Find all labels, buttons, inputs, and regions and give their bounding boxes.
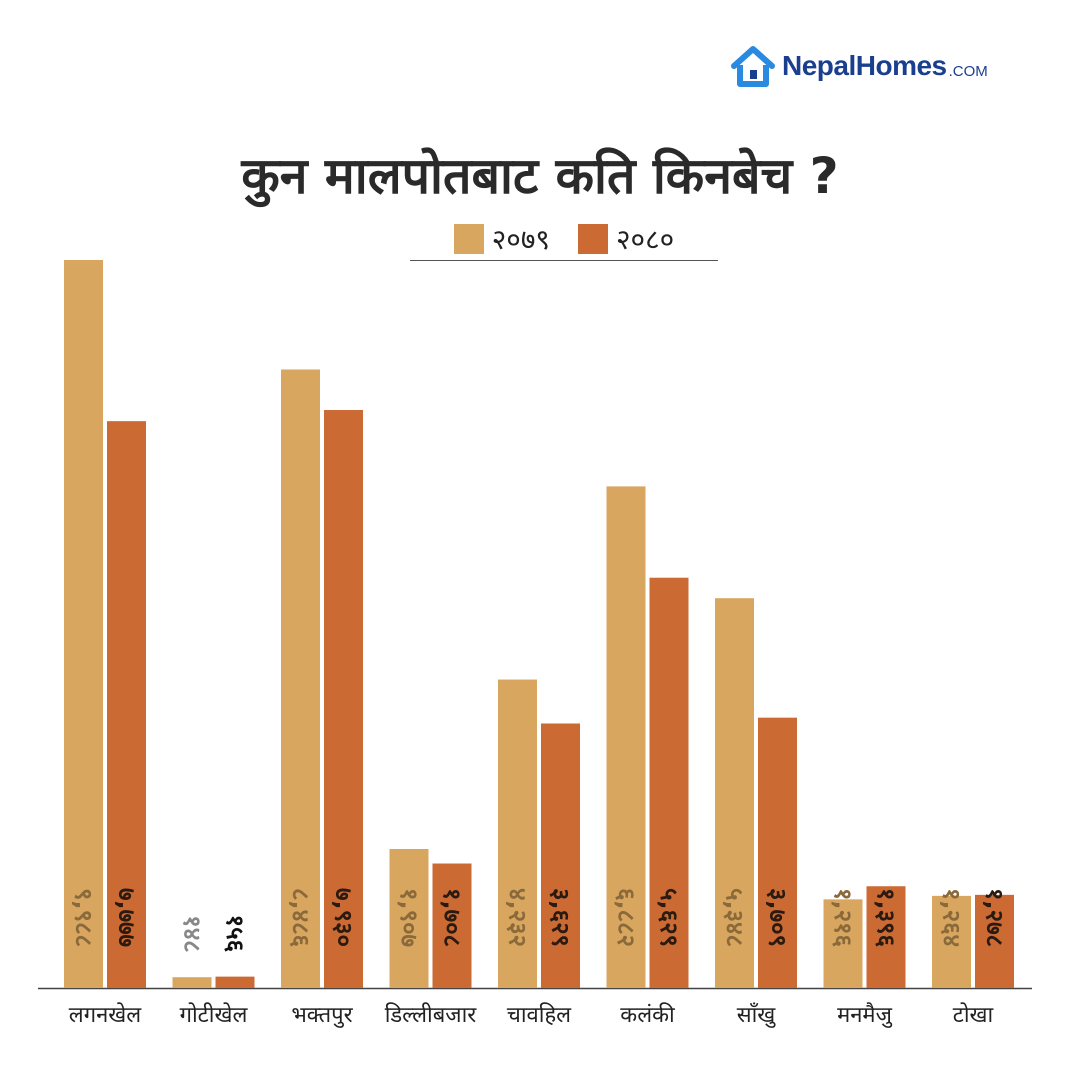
house-icon [731,46,775,87]
category-label-1: गोटीखेल [180,1002,249,1028]
category-label-7: मनमैजु [837,1002,893,1028]
bar-value-label-2079-8: १,२६४ [938,888,966,947]
bar-2080-2 [324,410,363,988]
bar-2079-8 [932,895,971,988]
bar-2079-7 [823,899,863,988]
category-label-0: लगनखेल [69,1002,143,1028]
bar-2080-3 [432,863,472,988]
bar-2079-6 [715,598,754,988]
legend-entry-2080: २०८० [578,220,674,258]
bar-2079-5 [606,486,646,988]
bar-value-label-2079-4: ४,२३२ [504,888,532,947]
bar-value-label-2080-6: ३,७०९ [764,888,792,947]
brand-logo: NepalHomes .COM [730,44,988,88]
bar-value-label-2079-7: १,२१६ [829,888,857,947]
brand-suffix: .COM [948,62,988,80]
bar-value-label-2080-1: १५६ [221,915,249,952]
bar-2080-7 [866,886,906,988]
bar-2079-0 [64,260,103,988]
legend-entry-2079: २०७९ [453,220,550,258]
bar-value-label-2080-2: ७,९३० [330,888,358,947]
category-label-5: कलंकी [620,1002,675,1028]
bar-value-label-2079-3: १,९०७ [395,888,423,947]
category-label-6: साँखु [737,1002,777,1028]
bar-2080-5 [649,577,689,988]
bar-value-label-2079-6: ५,३४८ [721,888,749,947]
bar-2079-2 [281,369,320,989]
bar-2079-1 [172,977,212,988]
bar-value-label-2080-4: ३,६२९ [547,888,575,947]
bar-2079-3 [389,849,429,988]
bar-value-label-2080-7: १,३९६ [872,888,900,947]
bar-2080-1 [215,976,255,988]
legend-swatch-2080 [578,224,608,254]
brand-name: NepalHomes [782,50,947,81]
bar-2080-6 [758,717,797,988]
bar-2080-4 [541,723,580,988]
bar-value-label-2079-0: ९,९८८ [70,888,98,947]
legend-label-2080: २०८० [616,223,675,256]
category-label-2: भक्तपुर [291,1003,353,1028]
bar-2080-8 [975,894,1014,988]
bar-value-label-2080-3: १,७०८ [438,888,466,947]
legend: २०७९ २०८० [410,218,718,261]
category-label-8: टोखा [953,1002,994,1028]
legend-label-2079: २०७९ [491,223,550,256]
bar-value-label-2080-0: ७,७७७ [113,888,141,947]
category-label-3: डिल्लीबजार [385,1002,478,1028]
bar-value-label-2079-5: ६,८८२ [612,888,640,947]
bar-2079-4 [498,679,537,988]
category-label-4: चावहिल [507,1002,572,1028]
bar-value-label-2080-5: ५,६२९ [655,888,683,947]
chart-title: कुन मालपोतबाट कति किनबेच ? [241,147,839,205]
bar-value-label-2079-2: ८,४८६ [287,888,315,947]
bar-value-label-2079-1: १४८ [178,915,206,952]
bar-2080-0 [107,421,146,988]
bar-value-label-2080-8: १,२७८ [981,888,1009,947]
legend-swatch-2079 [453,224,484,254]
